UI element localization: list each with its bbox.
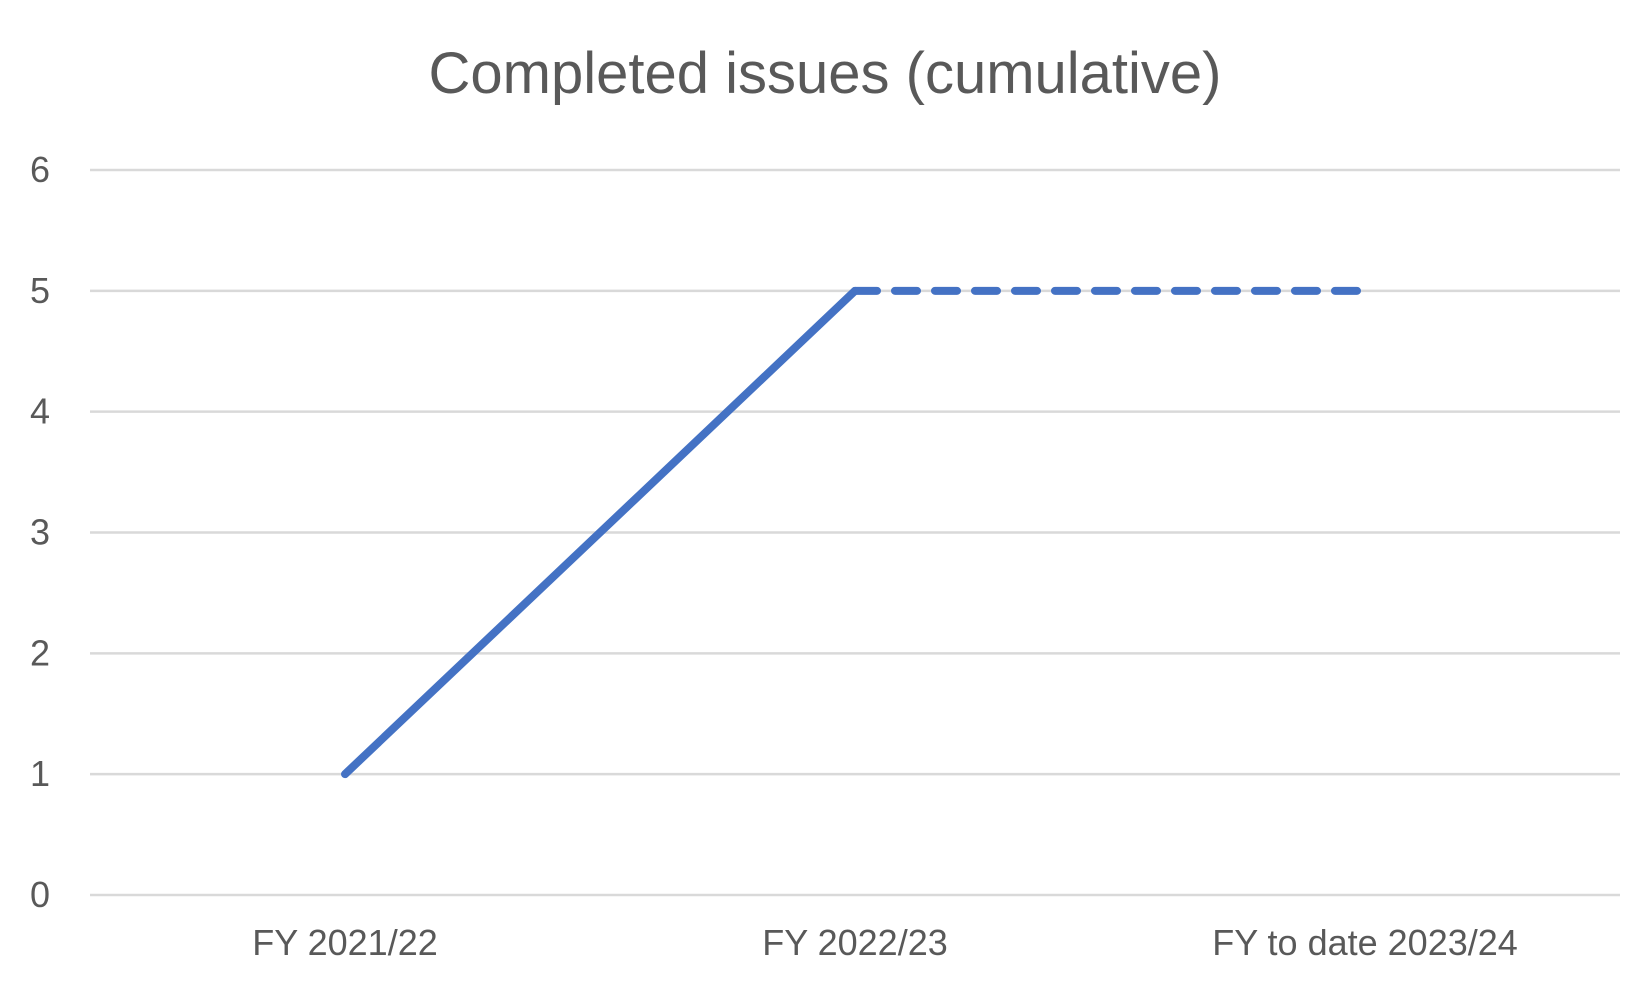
series-line-segment (341, 286, 859, 779)
y-tick-label: 3 (30, 512, 50, 553)
x-tick-label: FY 2021/22 (252, 922, 437, 963)
y-tick-label: 1 (30, 753, 50, 794)
y-tick-label: 2 (30, 632, 50, 673)
y-tick-label: 5 (30, 270, 50, 311)
y-tick-label: 6 (30, 149, 50, 190)
chart-title: Completed issues (cumulative) (428, 41, 1222, 106)
y-tick-label: 0 (30, 874, 50, 915)
y-tick-label: 4 (30, 391, 50, 432)
x-tick-label: FY 2022/23 (762, 922, 947, 963)
x-tick-label: FY to date 2023/24 (1212, 922, 1518, 963)
